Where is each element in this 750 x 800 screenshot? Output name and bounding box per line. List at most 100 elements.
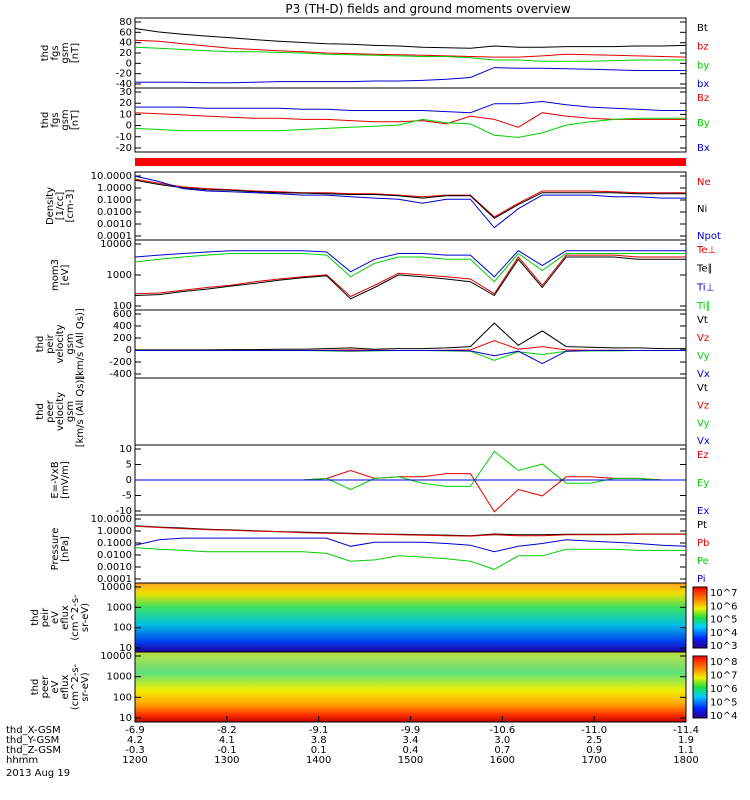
x-tick-label: -0.3 [125, 745, 145, 756]
y-tick-label: -200 [109, 357, 132, 368]
x-row-label: thd_Z-GSM [6, 745, 61, 756]
axis-label: [nPa] [60, 536, 71, 562]
x-tick-label: 1500 [398, 755, 423, 766]
axis-label: eV [50, 680, 61, 693]
series-line-Ti⊥ [134, 250, 686, 278]
panel-5: thd peir velocity gsm [km/s (All Qs)] 6004002… [35, 308, 710, 380]
legend-entry: Vt [697, 383, 708, 394]
colorbar [692, 655, 708, 719]
y-tick-label: 0 [126, 58, 132, 69]
y-tick-label: -5 [122, 491, 132, 502]
series-line-Bx [135, 100, 686, 114]
colorbar-tick: 10^5 [710, 698, 737, 709]
legend-entry: Vt [697, 315, 708, 326]
x-tick-label: 1.9 [678, 735, 694, 746]
y-tick-label: 40 [119, 38, 132, 49]
spectrogram [135, 652, 686, 722]
series-line-Bz [134, 112, 686, 128]
x-tick-label: -11.4 [673, 725, 699, 736]
colorbar-tick: 10^6 [710, 601, 737, 612]
y-tick-label: -20 [116, 69, 132, 80]
colorbar-tick: 10^3 [710, 641, 737, 652]
axis-label: [cm-3] [65, 189, 76, 222]
axis-label: thd [30, 679, 41, 696]
axis-label: [km/s (All Qs)] [75, 308, 86, 380]
axis-label: [1/cc] [55, 192, 66, 221]
status-bar [135, 158, 686, 166]
axis-label: [nT] [70, 110, 81, 130]
x-tick-label: -9.1 [309, 725, 329, 736]
x-tick-label: -10.6 [489, 725, 515, 736]
colorbar-tick: 10^7 [710, 588, 737, 599]
axis-label: peir [40, 607, 51, 627]
y-tick-label: 1.0000 [97, 526, 132, 537]
x-tick-label: 0.1 [311, 745, 327, 756]
x-tick-label: 4.1 [219, 735, 235, 746]
y-tick-label: 0.0001 [97, 231, 132, 242]
y-tick-label: 30 [119, 87, 132, 98]
y-tick-label: 100 [113, 623, 132, 634]
y-tick-label: 10 [119, 643, 132, 654]
legend-entry: Pe [697, 556, 709, 567]
panel-10: thd peer eV eflux (cm^2-s-sr-eV) 10^8 10^7 10^6… [30, 651, 737, 724]
y-tick-label: 10 [119, 444, 132, 455]
x-tick-label: -11.0 [581, 725, 607, 736]
colorbar [692, 586, 708, 649]
legend-entry: Ne [697, 177, 711, 188]
y-tick-label: 0.0010 [97, 219, 132, 230]
y-tick-label: 0 [126, 475, 132, 486]
legend-entry: Vy [697, 351, 710, 362]
x-tick-label: 1200 [122, 755, 147, 766]
y-tick-label: 0.0100 [97, 207, 132, 218]
y-tick-label: 1.0000 [97, 183, 132, 194]
series-line-bz [134, 39, 687, 58]
colorbar-tick: 10^4 [710, 628, 737, 639]
series-line-by [134, 46, 686, 62]
axis-label: eV [50, 611, 61, 624]
panel-frame [134, 171, 687, 241]
x-tick-label: 1800 [673, 755, 698, 766]
panel-6: thd peer velocity gsm [km/s (All Qs)] Vt Vz Vy V… [35, 376, 710, 448]
x-tick-label: -6.9 [125, 725, 145, 736]
panel-4: mom3 [eV] 10000 1000 100 Te⊥ Te∥ Ti⊥ Ti∥ [50, 239, 716, 312]
y-tick-label: -40 [116, 79, 132, 90]
y-tick-label: 400 [113, 321, 132, 332]
legend-entry: Bt [697, 23, 708, 34]
axis-label: sr-eV) [80, 603, 91, 632]
x-tick-label: -8.2 [217, 725, 237, 736]
axis-label: [km/s (All Qs)] [75, 376, 86, 448]
axis-label: [nT] [70, 43, 81, 63]
series-line-Pi [134, 537, 687, 553]
x-tick-label: 1700 [581, 755, 606, 766]
y-tick-label: 0 [126, 345, 132, 356]
axis-label: peir [45, 333, 56, 353]
y-tick-label: 80 [119, 17, 132, 28]
series-line-Vy [135, 350, 686, 361]
panel-frame [134, 17, 687, 89]
legend-entry: Pb [697, 538, 709, 549]
y-tick-label: 0.1000 [97, 195, 132, 206]
axis-label: velocity [55, 392, 66, 431]
legend-entry: bx [697, 79, 709, 90]
series-line-Ez [135, 469, 686, 513]
axis-label: velocity [55, 324, 66, 363]
axis-label: thd [40, 112, 51, 129]
axis-label: (cm^2-s- [70, 594, 81, 641]
x-tick-label: 0.7 [494, 745, 510, 756]
axis-label: E=-VxB [50, 461, 61, 498]
y-tick-label: -400 [109, 369, 132, 380]
x-row-label: hhmm [6, 755, 38, 766]
colorbar-tick: 10^6 [710, 684, 737, 695]
series-line-Pb [134, 525, 686, 537]
axis-label: thd [35, 403, 46, 420]
axis-label: fgs [50, 112, 61, 127]
panel-9: thd peir eV eflux (cm^2-s-sr-eV) 10^7 10^6 10^5… [30, 582, 737, 654]
y-tick-label: 1000 [107, 602, 132, 613]
y-tick-label: 20 [119, 48, 132, 59]
legend-entry: Vz [697, 333, 709, 344]
axis-label: Pressure [50, 528, 61, 571]
series-line-Pt [134, 525, 686, 537]
